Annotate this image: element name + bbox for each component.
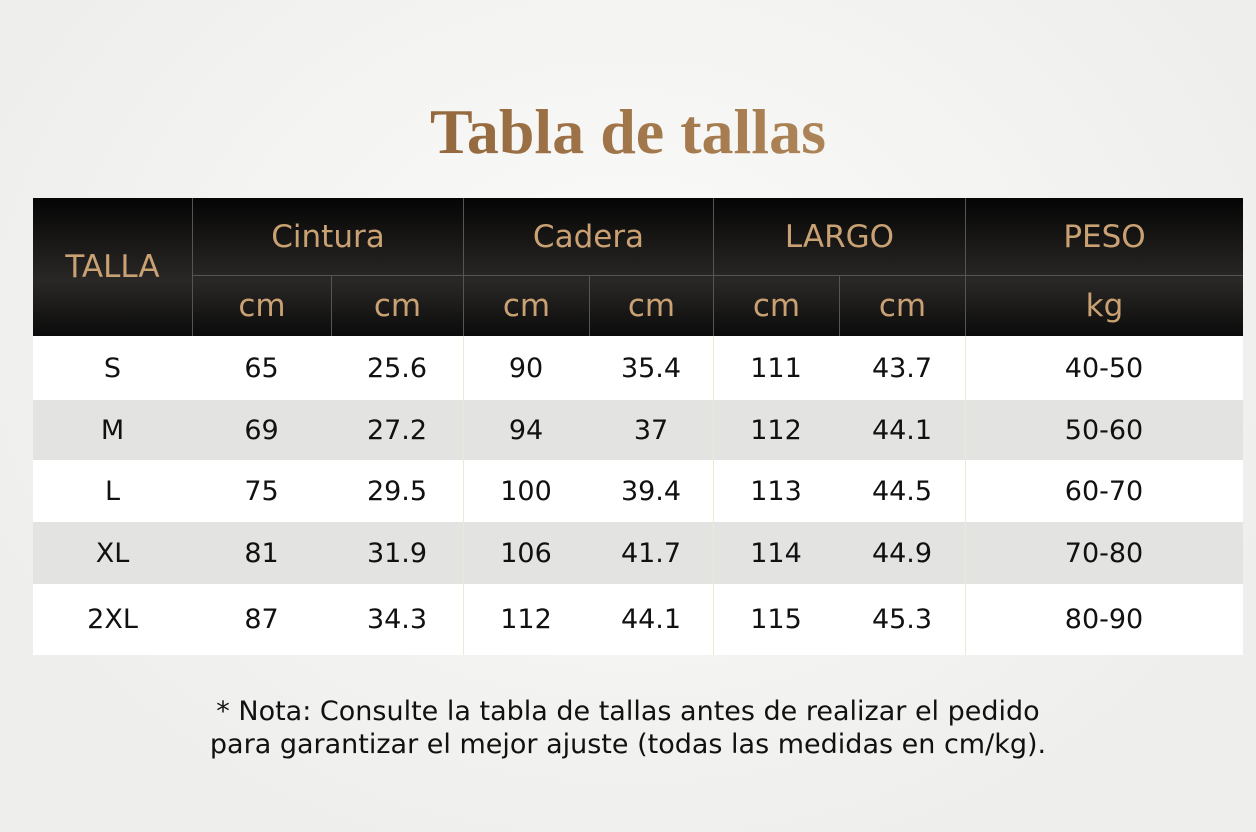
group-header: Cadera	[463, 198, 713, 275]
table-cell: 31.9	[366, 537, 428, 569]
table-cell: 35.4	[620, 352, 682, 384]
unit-header: cm	[589, 275, 713, 336]
table-cell: 34.3	[366, 604, 428, 635]
table-cell: 112	[500, 604, 552, 635]
unit-header: cm	[839, 275, 965, 336]
table-cell: 44.5	[871, 475, 933, 507]
table-cell: 111	[750, 352, 802, 384]
table-row	[33, 584, 1243, 655]
table-cell: 112	[750, 414, 802, 446]
note-line: para garantizar el mejor ajuste (todas l…	[209, 728, 1047, 760]
group-header: LARGO	[713, 198, 965, 275]
table-cell: 94	[508, 414, 544, 446]
col-divider	[463, 522, 464, 584]
table-row	[33, 400, 1243, 460]
table-cell: 50-60	[1064, 414, 1144, 446]
table-cell: XL	[95, 537, 130, 569]
col-divider	[713, 584, 714, 655]
col-divider	[965, 400, 966, 460]
table-cell: 39.4	[620, 475, 682, 507]
table-cell: 100	[500, 475, 552, 507]
col-divider	[463, 400, 464, 460]
table-cell: 106	[500, 537, 552, 569]
table-cell: 60-70	[1064, 475, 1144, 507]
table-cell: 2XL	[87, 604, 138, 635]
table-row	[33, 336, 1243, 400]
col-divider	[713, 336, 714, 400]
table-cell: 37	[633, 414, 669, 446]
table-cell: 44.1	[620, 604, 682, 635]
table-cell: 41.7	[620, 537, 682, 569]
table-cell: 44.1	[871, 414, 933, 446]
note-line: * Nota: Consulte la tabla de tallas ante…	[216, 695, 1040, 727]
table-cell: 81	[244, 537, 279, 569]
table-cell: 25.6	[366, 352, 428, 384]
table-cell: 70-80	[1064, 537, 1144, 569]
col-divider	[463, 584, 464, 655]
table-cell: 43.7	[871, 352, 933, 384]
col-divider	[965, 336, 966, 400]
col-divider	[713, 460, 714, 522]
table-cell: 90	[508, 352, 544, 384]
table-cell: 80-90	[1064, 604, 1144, 635]
table-cell: 113	[750, 475, 802, 507]
table-cell: 27.2	[366, 414, 428, 446]
unit-header: cm	[192, 275, 331, 336]
table-row	[33, 460, 1243, 522]
group-header: Cintura	[192, 198, 463, 275]
table-cell: 75	[244, 475, 279, 507]
col-divider	[965, 522, 966, 584]
table-cell: 29.5	[366, 475, 428, 507]
table-cell: 69	[244, 414, 279, 446]
table-row	[33, 522, 1243, 584]
col-divider	[463, 460, 464, 522]
table-cell: 114	[750, 537, 802, 569]
title: Tabla de tallas	[0, 92, 1256, 172]
table-cell: 65	[244, 352, 279, 384]
table-cell: S	[103, 352, 122, 384]
unit-header: kg	[965, 275, 1243, 336]
table-cell: 115	[750, 604, 802, 635]
table-cell: L	[104, 475, 121, 507]
unit-header: cm	[331, 275, 463, 336]
col-divider	[713, 522, 714, 584]
col-divider	[965, 584, 966, 655]
col-divider	[713, 400, 714, 460]
table-cell: 45.3	[871, 604, 933, 635]
col-divider	[965, 460, 966, 522]
col-divider	[463, 336, 464, 400]
unit-header: cm	[713, 275, 839, 336]
table-cell: 44.9	[871, 537, 933, 569]
table-cell: 87	[244, 604, 279, 635]
table-cell: 40-50	[1064, 352, 1144, 384]
table-header	[33, 198, 1243, 336]
group-header: PESO	[965, 198, 1243, 275]
unit-header: cm	[463, 275, 589, 336]
header-cell: TALLA	[65, 249, 160, 285]
table-cell: M	[100, 414, 125, 446]
